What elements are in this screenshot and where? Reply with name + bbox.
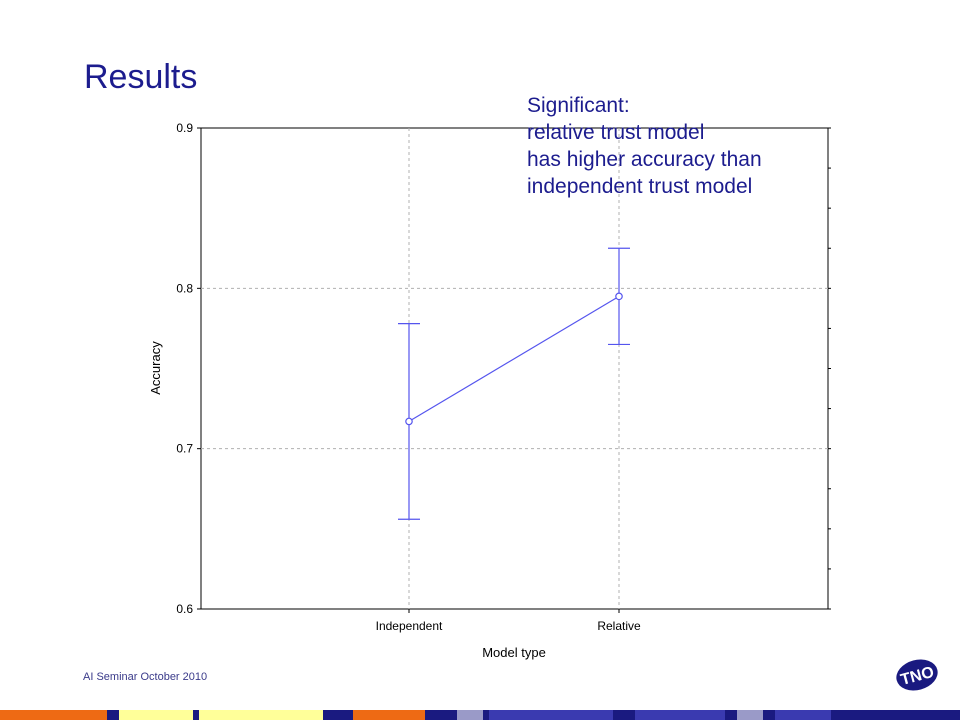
footer-text: AI Seminar October 2010 (83, 671, 208, 683)
y-tick-label: 0.8 (176, 281, 193, 295)
data-point (615, 292, 623, 301)
series-line (408, 295, 620, 422)
data-point (405, 417, 413, 426)
grid-lines (201, 128, 828, 609)
y-axis-label: Accuracy (148, 341, 163, 395)
annotation-line: Significant: (527, 94, 630, 117)
y-axis-ticks: 0.6 0.7 0.8 0.9 (176, 121, 201, 616)
bar-segment (425, 710, 457, 720)
bar-segment (775, 710, 831, 720)
x-tick-label: Independent (376, 619, 443, 633)
bar-segment (0, 710, 107, 720)
bar-segment (323, 710, 353, 720)
bar-segment (457, 710, 483, 720)
bar-segment (725, 710, 737, 720)
bar-segment (483, 710, 489, 720)
annotation-line: independent trust model (527, 175, 753, 198)
bar-segment (737, 710, 763, 720)
bottom-color-bar (0, 710, 960, 720)
annotation-line: relative trust model (527, 121, 705, 144)
tno-logo: TNO (896, 659, 938, 691)
bar-segment (831, 710, 960, 720)
right-axis-ticks (828, 127, 831, 610)
accuracy-series (398, 247, 630, 520)
bar-segment (763, 710, 775, 720)
bar-segment (107, 710, 119, 720)
bar-segment (635, 710, 725, 720)
bar-segment (353, 710, 425, 720)
bar-segment (199, 710, 323, 720)
x-tick-label: Relative (597, 619, 641, 633)
significance-annotation: Significant: relative trust model has hi… (527, 92, 762, 200)
y-tick-label: 0.6 (176, 602, 193, 616)
y-tick-label: 0.9 (176, 121, 193, 135)
x-axis-label: Model type (482, 645, 546, 660)
x-axis-ticks: Independent Relative (376, 609, 641, 633)
bar-segment (489, 710, 613, 720)
bar-segment (613, 710, 635, 720)
annotation-line: has higher accuracy than (527, 148, 762, 171)
bar-segment (193, 710, 199, 720)
bar-segment (119, 710, 193, 720)
slide-title: Results (84, 58, 198, 96)
y-tick-label: 0.7 (176, 442, 193, 456)
plot-frame (200, 127, 829, 610)
